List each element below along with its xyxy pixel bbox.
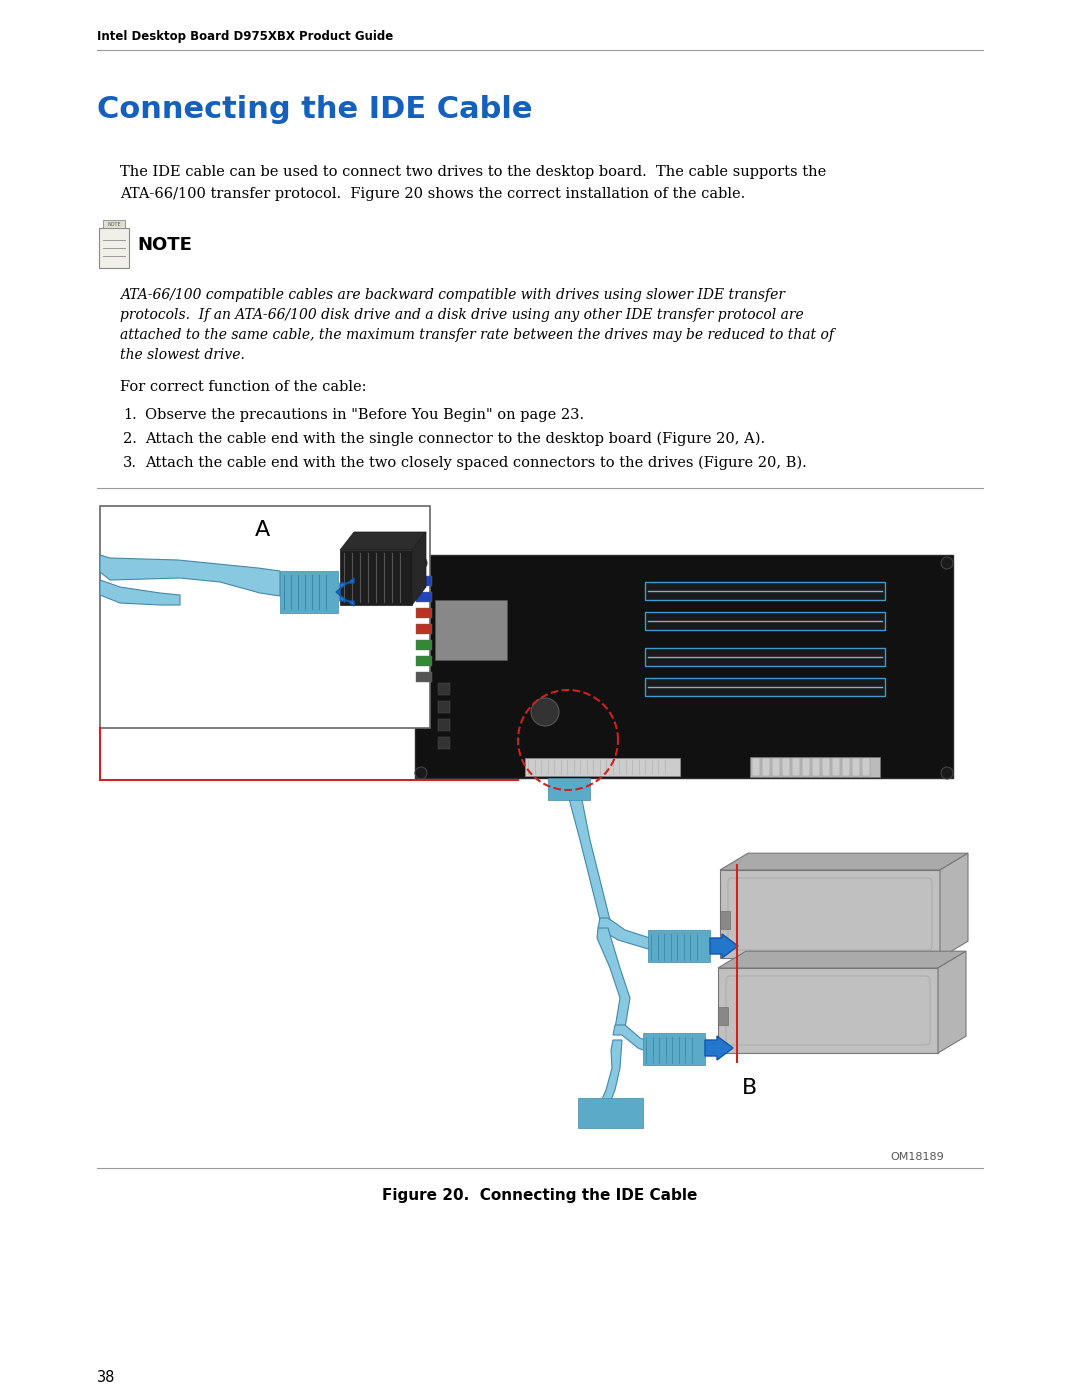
FancyBboxPatch shape [548, 778, 590, 800]
FancyBboxPatch shape [720, 911, 730, 929]
Circle shape [531, 698, 559, 726]
FancyBboxPatch shape [812, 759, 820, 775]
FancyBboxPatch shape [525, 759, 680, 775]
FancyBboxPatch shape [782, 759, 789, 775]
FancyBboxPatch shape [862, 759, 870, 775]
FancyBboxPatch shape [100, 506, 430, 728]
FancyBboxPatch shape [802, 759, 810, 775]
Polygon shape [100, 555, 280, 597]
FancyArrow shape [705, 1037, 733, 1060]
Circle shape [941, 767, 953, 780]
Text: A: A [255, 520, 270, 541]
Text: For correct function of the cable:: For correct function of the cable: [120, 380, 366, 394]
FancyBboxPatch shape [416, 592, 432, 602]
Text: attached to the same cable, the maximum transfer rate between the drives may be : attached to the same cable, the maximum … [120, 328, 834, 342]
Text: Observe the precautions in "Before You Begin" on page 23.: Observe the precautions in "Before You B… [145, 408, 584, 422]
FancyBboxPatch shape [416, 672, 432, 682]
Text: NOTE: NOTE [107, 222, 121, 226]
FancyBboxPatch shape [822, 759, 831, 775]
Polygon shape [598, 918, 660, 951]
FancyBboxPatch shape [718, 1007, 728, 1025]
FancyBboxPatch shape [578, 1098, 643, 1127]
FancyBboxPatch shape [852, 759, 860, 775]
FancyBboxPatch shape [435, 599, 507, 659]
Text: ATA-66/100 transfer protocol.  Figure 20 shows the correct installation of the c: ATA-66/100 transfer protocol. Figure 20 … [120, 187, 745, 201]
FancyBboxPatch shape [645, 648, 885, 666]
FancyArrow shape [336, 578, 354, 606]
Text: OM18189: OM18189 [890, 1153, 944, 1162]
FancyBboxPatch shape [416, 640, 432, 650]
FancyBboxPatch shape [648, 930, 710, 963]
FancyBboxPatch shape [340, 550, 411, 605]
FancyBboxPatch shape [415, 555, 953, 778]
Polygon shape [718, 951, 966, 968]
FancyBboxPatch shape [720, 870, 940, 958]
Circle shape [415, 557, 427, 569]
FancyBboxPatch shape [103, 219, 125, 228]
Polygon shape [940, 854, 968, 958]
FancyBboxPatch shape [416, 624, 432, 634]
FancyBboxPatch shape [645, 583, 885, 599]
Polygon shape [411, 532, 426, 605]
FancyBboxPatch shape [416, 657, 432, 666]
Text: 1.: 1. [123, 408, 137, 422]
Polygon shape [598, 1039, 622, 1108]
Polygon shape [556, 789, 610, 921]
Circle shape [941, 557, 953, 569]
Polygon shape [613, 1025, 654, 1053]
Text: 3.: 3. [123, 455, 137, 469]
Text: 2.: 2. [123, 432, 137, 446]
Text: Figure 20.  Connecting the IDE Cable: Figure 20. Connecting the IDE Cable [382, 1187, 698, 1203]
Polygon shape [939, 951, 966, 1053]
FancyBboxPatch shape [438, 683, 450, 694]
Circle shape [415, 767, 427, 780]
FancyBboxPatch shape [438, 701, 450, 712]
FancyBboxPatch shape [280, 571, 338, 613]
Text: The IDE cable can be used to connect two drives to the desktop board.  The cable: The IDE cable can be used to connect two… [120, 165, 826, 179]
FancyBboxPatch shape [99, 228, 129, 268]
FancyBboxPatch shape [728, 877, 932, 950]
Text: B: B [742, 1078, 757, 1098]
FancyBboxPatch shape [718, 968, 939, 1053]
FancyBboxPatch shape [762, 759, 770, 775]
Text: Intel Desktop Board D975XBX Product Guide: Intel Desktop Board D975XBX Product Guid… [97, 29, 393, 43]
Text: protocols.  If an ATA-66/100 disk drive and a disk drive using any other IDE tra: protocols. If an ATA-66/100 disk drive a… [120, 307, 804, 321]
FancyArrow shape [710, 935, 738, 958]
FancyBboxPatch shape [726, 977, 930, 1045]
FancyBboxPatch shape [842, 759, 850, 775]
Text: Attach the cable end with the single connector to the desktop board (Figure 20, : Attach the cable end with the single con… [145, 432, 765, 447]
FancyBboxPatch shape [416, 576, 432, 585]
Text: ATA-66/100 compatible cables are backward compatible with drives using slower ID: ATA-66/100 compatible cables are backwar… [120, 288, 785, 302]
Text: the slowest drive.: the slowest drive. [120, 348, 245, 362]
Text: NOTE: NOTE [137, 236, 192, 254]
Polygon shape [597, 928, 630, 1028]
FancyBboxPatch shape [832, 759, 840, 775]
Text: 38: 38 [97, 1370, 116, 1384]
Text: Connecting the IDE Cable: Connecting the IDE Cable [97, 95, 532, 124]
FancyBboxPatch shape [750, 757, 880, 777]
Polygon shape [100, 580, 180, 605]
FancyBboxPatch shape [772, 759, 780, 775]
FancyBboxPatch shape [416, 608, 432, 617]
FancyBboxPatch shape [438, 719, 450, 731]
FancyBboxPatch shape [645, 678, 885, 696]
Polygon shape [340, 532, 426, 550]
FancyBboxPatch shape [792, 759, 800, 775]
FancyBboxPatch shape [643, 1032, 705, 1065]
Polygon shape [720, 854, 968, 870]
FancyBboxPatch shape [438, 738, 450, 749]
FancyBboxPatch shape [645, 612, 885, 630]
Text: Attach the cable end with the two closely spaced connectors to the drives (Figur: Attach the cable end with the two closel… [145, 455, 807, 471]
FancyBboxPatch shape [752, 759, 760, 775]
